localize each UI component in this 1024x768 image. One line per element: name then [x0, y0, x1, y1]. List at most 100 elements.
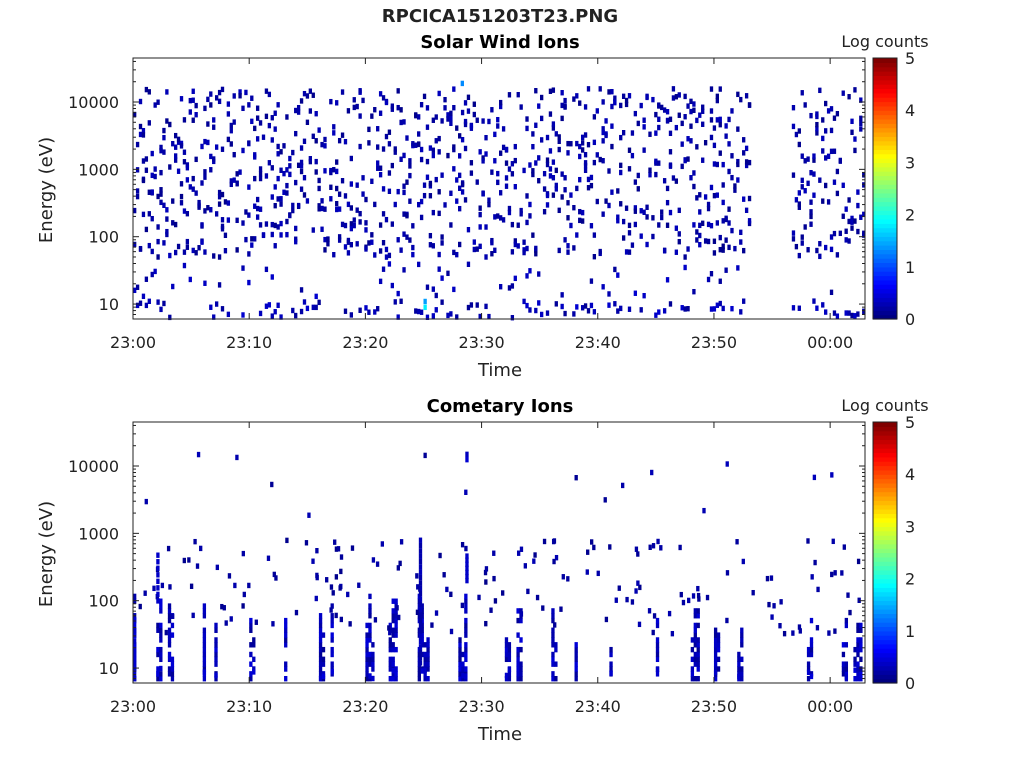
- heatmap-cell: [343, 244, 348, 250]
- heatmap-cell: [797, 624, 802, 630]
- heatmap-cell: [352, 222, 356, 229]
- heatmap-cell: [651, 543, 656, 549]
- heatmap-cell: [809, 642, 814, 648]
- heatmap-cell: [159, 646, 163, 653]
- heatmap-cell: [311, 558, 315, 564]
- heatmap-cell: [188, 97, 192, 104]
- heatmap-cell: [578, 208, 582, 215]
- heatmap-cell: [627, 306, 632, 312]
- heatmap-cell: [402, 152, 406, 159]
- heatmap-cell: [144, 302, 149, 309]
- heatmap-cell: [830, 472, 834, 478]
- heatmap-cell: [569, 192, 573, 198]
- heatmap-cell: [586, 308, 591, 314]
- heatmap-cell: [716, 632, 721, 638]
- heatmap-cell: [609, 661, 613, 667]
- colorbar-step: [873, 456, 897, 462]
- heatmap-cell: [323, 247, 327, 253]
- colorbar-step: [873, 123, 897, 129]
- heatmap-cell: [797, 204, 801, 210]
- heatmap-cell: [358, 307, 362, 313]
- heatmap-cell: [361, 175, 365, 181]
- heatmap-cell: [560, 102, 564, 109]
- heatmap-cell: [133, 241, 137, 248]
- heatmap-cell: [323, 236, 327, 243]
- colorbar-step: [873, 171, 897, 177]
- heatmap-cell: [393, 201, 397, 208]
- heatmap-cell: [182, 149, 187, 155]
- heatmap-cell: [399, 247, 403, 253]
- heatmap-cell: [662, 308, 667, 314]
- heatmap-cell: [859, 671, 863, 677]
- heatmap-cell: [617, 585, 621, 591]
- heatmap-cell: [585, 569, 589, 575]
- heatmap-cell: [138, 246, 143, 252]
- heatmap-cell: [513, 143, 517, 150]
- heatmap-cell: [698, 232, 702, 239]
- heatmap-cell: [173, 157, 178, 163]
- colorbar-step: [873, 452, 897, 458]
- colorbar-step: [873, 522, 897, 527]
- heatmap-cell: [496, 123, 500, 129]
- heatmap-cell: [465, 557, 469, 563]
- heatmap-cell: [859, 666, 863, 672]
- heatmap-cell: [368, 613, 372, 619]
- heatmap-cell: [368, 673, 372, 679]
- heatmap-cell: [182, 249, 187, 255]
- heatmap-cell: [848, 609, 852, 616]
- heatmap-cell: [425, 174, 430, 180]
- heatmap-cell: [173, 153, 178, 159]
- colorbar-tick-label: 4: [905, 465, 915, 484]
- heatmap-cell: [371, 666, 375, 672]
- heatmap-cell: [442, 572, 446, 578]
- heatmap-cell: [238, 89, 242, 95]
- heatmap-cell: [718, 278, 722, 284]
- heatmap-cell: [419, 198, 424, 205]
- heatmap-cells: [133, 80, 866, 321]
- heatmap-cell: [147, 298, 151, 305]
- heatmap-cell: [586, 185, 591, 191]
- heatmap-cell: [209, 153, 213, 160]
- heatmap-cell: [420, 608, 424, 614]
- heatmap-cell: [683, 264, 687, 271]
- colorbar-step: [873, 149, 897, 155]
- heatmap-cell: [668, 163, 673, 169]
- colorbar-step: [873, 131, 897, 137]
- heatmap-cell: [800, 234, 804, 240]
- heatmap-cell: [464, 545, 468, 552]
- heatmap-cell: [662, 178, 667, 184]
- heatmap-cell: [566, 200, 570, 206]
- heatmap-cell: [167, 637, 172, 643]
- heatmap-cell: [318, 661, 323, 667]
- heatmap-cell: [671, 175, 676, 181]
- heatmap-cell: [589, 278, 594, 284]
- heatmap-cell: [458, 642, 462, 648]
- heatmap-cell: [330, 613, 334, 619]
- colorbar-step: [873, 58, 897, 63]
- heatmap-cell: [677, 231, 681, 237]
- heatmap-cell: [554, 301, 558, 307]
- heatmap-cell: [856, 202, 860, 209]
- heatmap-cell: [209, 91, 213, 97]
- heatmap-cell: [323, 143, 327, 149]
- heatmap-cell: [214, 672, 218, 679]
- colorbar-step: [873, 66, 897, 72]
- heatmap-cell: [332, 251, 336, 258]
- heatmap-cell: [687, 597, 691, 604]
- heatmap-cell: [418, 542, 423, 549]
- heatmap-cell: [718, 246, 722, 253]
- colorbar-step: [873, 97, 897, 103]
- heatmap-cell: [657, 124, 661, 131]
- heatmap-cell: [437, 266, 441, 272]
- heatmap-cell: [832, 148, 837, 154]
- heatmap-cell: [551, 125, 556, 131]
- heatmap-cell: [371, 661, 375, 667]
- heatmap-cell: [276, 143, 280, 150]
- heatmap-cell: [330, 617, 334, 624]
- heatmap-cell: [493, 247, 497, 254]
- heatmap-cell: [513, 275, 517, 282]
- heatmap-cell: [463, 197, 468, 203]
- heatmap-cell: [291, 202, 295, 209]
- colorbar-step: [873, 482, 897, 488]
- heatmap-cell: [203, 138, 207, 145]
